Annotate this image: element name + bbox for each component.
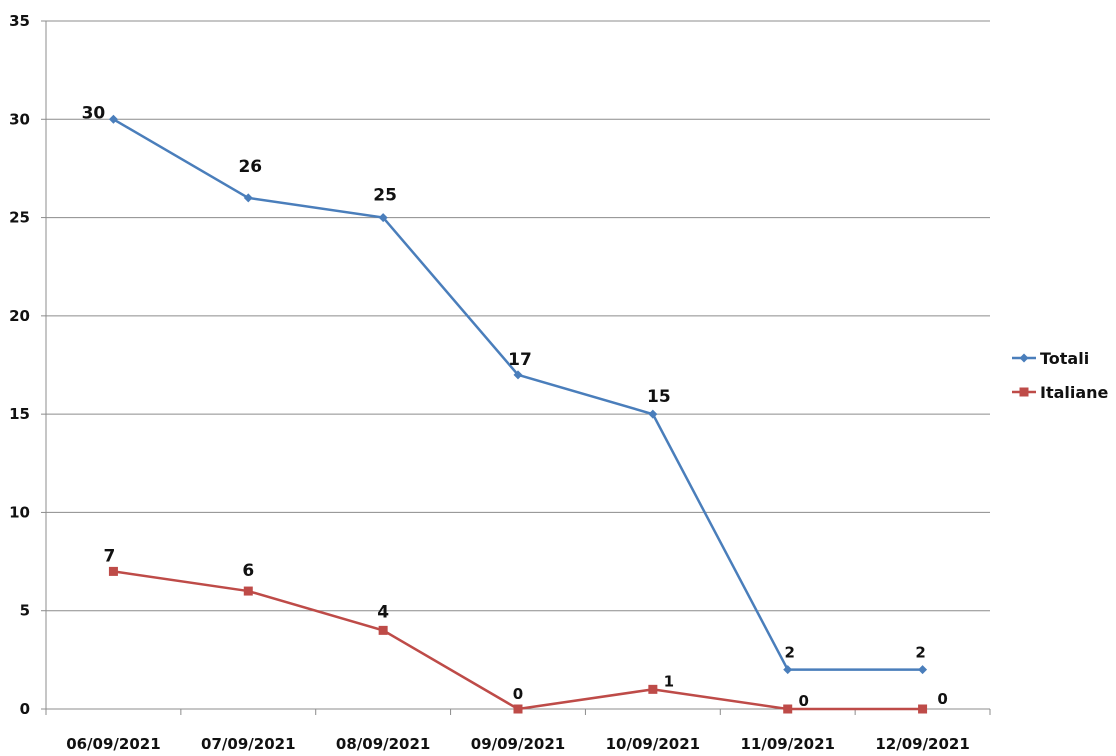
point-marker [918,704,928,714]
data-label: 7 [104,546,116,566]
x-tick-label: 11/09/2021 [740,735,834,753]
legend: Totali Italiane [1012,349,1109,402]
data-label: 1 [664,672,674,690]
point-marker [1019,387,1029,397]
data-label: 25 [373,186,397,206]
legend-label: Totali [1040,349,1089,368]
series-totali [108,114,928,675]
point-marker [1019,353,1029,363]
series-line [112,118,923,671]
legend-label: Italiane [1040,383,1109,402]
point-marker [108,566,118,576]
x-tick-label: 08/09/2021 [336,735,430,753]
data-label: 0 [937,690,947,708]
x-tick-label: 10/09/2021 [606,735,700,753]
x-tick-label: 06/09/2021 [66,735,160,753]
point-marker [648,409,658,419]
point-marker [918,665,928,675]
point-marker [243,586,253,596]
y-tick-label: 35 [9,12,30,30]
data-label: 26 [238,157,262,177]
data-labels: 30 26 25 17 15 2 2 7 6 4 0 1 0 0 [82,103,948,710]
y-tick-label: 20 [9,307,30,325]
series-italiane [108,566,928,714]
legend-item-italiane: Italiane [1012,383,1109,402]
point-marker [378,625,388,635]
point-marker [243,193,253,203]
data-label: 2 [784,644,794,662]
data-label: 15 [647,387,671,407]
point-marker [783,704,793,714]
x-tick-label: 09/09/2021 [471,735,565,753]
series [108,114,928,714]
data-label: 0 [798,692,808,710]
data-label: 2 [915,644,925,662]
y-tick-label: 10 [9,503,30,521]
y-tick-label: 25 [9,209,30,227]
data-label: 17 [508,350,532,370]
point-marker [648,684,658,694]
point-marker [783,665,793,675]
data-label: 4 [377,602,389,622]
point-marker [513,370,523,380]
y-tick-label: 0 [20,700,30,718]
gridlines [46,20,990,612]
legend-item-totali: Totali [1012,349,1089,368]
point-marker [378,213,388,223]
point-marker [513,704,523,714]
x-tick-label: 07/09/2021 [201,735,295,753]
y-tick-label: 5 [20,602,30,620]
x-tick-label: 12/09/2021 [875,735,969,753]
y-tick-label: 15 [9,405,30,423]
point-marker [108,114,118,124]
data-label: 0 [513,685,523,703]
y-tick-label: 30 [9,110,30,128]
data-label: 6 [242,561,254,581]
data-label: 30 [82,103,106,123]
